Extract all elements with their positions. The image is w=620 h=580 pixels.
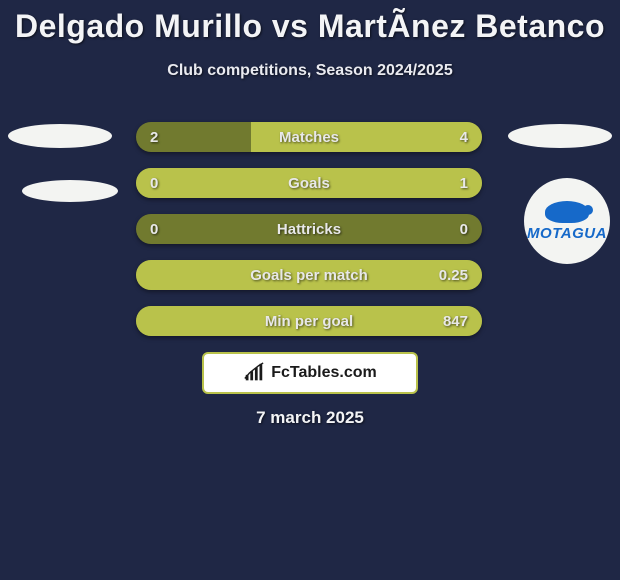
- footer-date: 7 march 2025: [0, 408, 620, 428]
- stat-row: Hattricks0 0: [136, 214, 482, 244]
- stat-value-right: 0: [446, 214, 482, 244]
- club-label: MOTAGUA: [527, 225, 607, 242]
- player2-club-badge: MOTAGUA: [524, 178, 610, 264]
- comparison-card: Delgado Murillo vs MartÃ­nez Betanco Clu…: [0, 0, 620, 580]
- eagle-icon: [545, 201, 589, 223]
- stat-row: Matches24: [136, 122, 482, 152]
- player1-avatar-bottom: [22, 180, 118, 202]
- player1-avatar-top: [8, 124, 112, 148]
- stat-row: Goals per match0.25: [136, 260, 482, 290]
- stat-row: Goals01: [136, 168, 482, 198]
- stat-value-left: 0: [136, 214, 172, 244]
- stat-value-left: 2: [136, 122, 172, 152]
- page-subtitle: Club competitions, Season 2024/2025: [0, 62, 620, 80]
- brand-card: FcTables.com: [202, 352, 418, 394]
- stat-fill-right: [136, 260, 482, 290]
- brand-text: FcTables.com: [271, 364, 377, 382]
- stat-row: Min per goal847: [136, 306, 482, 336]
- stat-fill-right: [136, 168, 482, 198]
- stat-fill-right: [251, 122, 482, 152]
- chart-icon: [243, 362, 265, 384]
- player2-avatar-top: [508, 124, 612, 148]
- page-title: Delgado Murillo vs MartÃ­nez Betanco: [0, 8, 620, 45]
- stat-fill-right: [136, 306, 482, 336]
- stat-label: Hattricks: [136, 214, 482, 244]
- stat-bars: Matches24 Goals01 Hattricks0 0 Goals per mat…: [136, 122, 482, 352]
